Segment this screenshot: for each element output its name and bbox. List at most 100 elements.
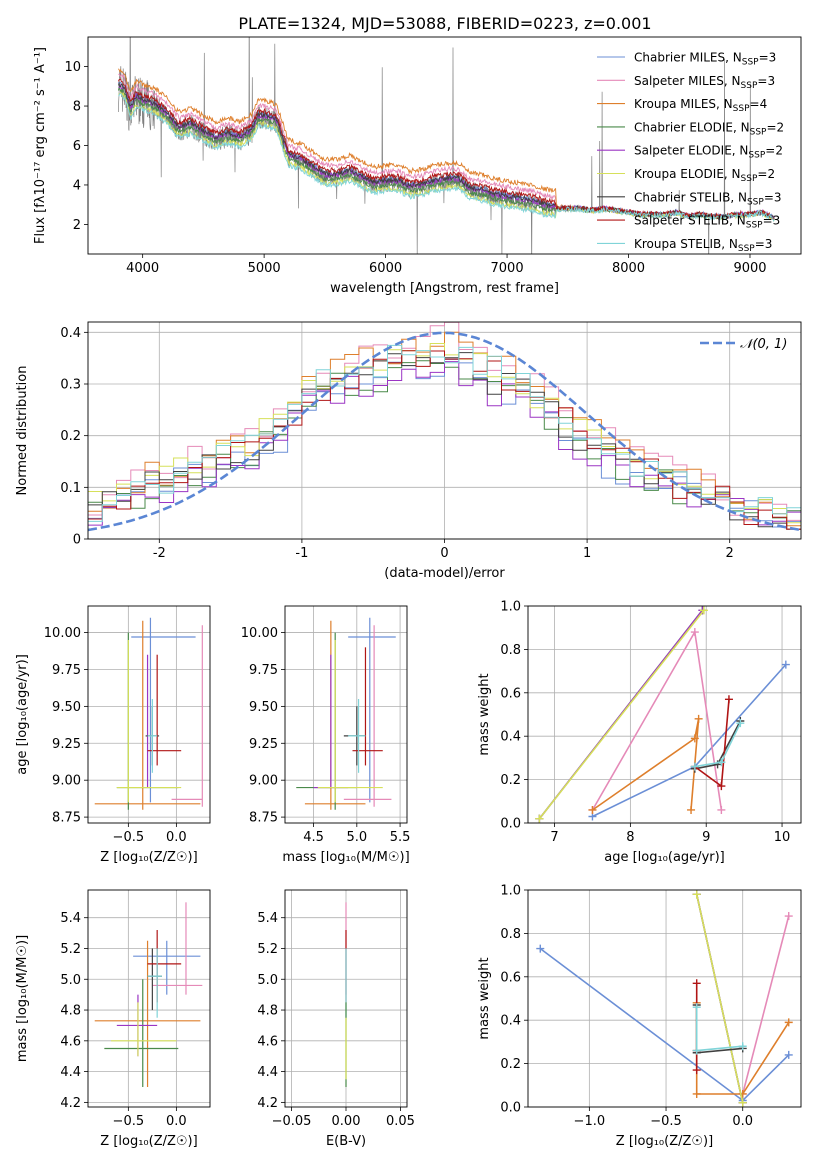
histogram-1 bbox=[88, 322, 801, 522]
grid bbox=[528, 889, 801, 1108]
grid bbox=[88, 606, 210, 823]
y-tick-label: 4.4 bbox=[257, 1065, 278, 1080]
y-tick-label: 9.50 bbox=[249, 700, 278, 715]
x-tick-label: 4.5 bbox=[303, 830, 324, 845]
legend-suffix: =2 bbox=[757, 167, 775, 181]
y-axis-label: mass [log₁₀(M/M☉)] bbox=[15, 935, 30, 1062]
y-tick-label: 9.75 bbox=[249, 663, 278, 678]
plot-area bbox=[94, 902, 203, 1087]
y-tick-label: 9.50 bbox=[52, 700, 81, 715]
axes-frame bbox=[527, 889, 802, 1108]
x-tick-label: 5.5 bbox=[390, 830, 411, 845]
y-tick-label: 0.8 bbox=[500, 643, 521, 658]
x-tick-label: −0.05 bbox=[272, 1114, 312, 1129]
x-tick-label: 0.0 bbox=[166, 830, 187, 845]
legend-subscript: SSP bbox=[746, 221, 763, 231]
weight-line-8 bbox=[695, 1007, 743, 1052]
panel-residual-distribution: -2 -1 0 1 2 0 0.1 0.2 0.3 0.4 (data-model)/error No… bbox=[15, 321, 802, 581]
x-axis-label: (data-model)/error bbox=[384, 566, 505, 581]
y-tick-label: 9.25 bbox=[249, 737, 278, 752]
y-tick-label: 0.2 bbox=[500, 773, 521, 788]
x-tick-label: -2 bbox=[153, 546, 166, 561]
legend-subscript: SSP bbox=[741, 174, 758, 184]
weight-marker bbox=[692, 1046, 701, 1055]
legend-suffix: =3 bbox=[759, 51, 777, 65]
x-tick-label: 0.05 bbox=[386, 1114, 415, 1129]
legend-entry: Chabrier STELIB, NSSP=3 bbox=[634, 190, 782, 207]
weight-marker bbox=[724, 695, 733, 704]
y-tick-label: 10.00 bbox=[241, 626, 278, 641]
x-tick-label: 4000 bbox=[126, 261, 159, 276]
plot-area bbox=[94, 617, 203, 810]
legend-entry: Salpeter STELIB, NSSP=3 bbox=[634, 214, 780, 231]
panel-spectrum: 4000 5000 6000 7000 8000 9000 2 4 6 8 10 wavelength… bbox=[33, 36, 802, 296]
y-tick-label: 4.6 bbox=[257, 1034, 278, 1049]
legend-suffix: =3 bbox=[764, 190, 782, 204]
x-tick-label: 9 bbox=[702, 830, 710, 845]
weight-marker bbox=[699, 606, 708, 615]
y-tick-label: 4.4 bbox=[60, 1065, 81, 1080]
weight-marker bbox=[588, 805, 597, 814]
legend-suffix: =3 bbox=[763, 214, 781, 228]
weight-marker bbox=[692, 979, 701, 988]
x-tick-label: −1.0 bbox=[574, 1114, 606, 1129]
panels: 4000 5000 6000 7000 8000 9000246810wavelength… bbox=[15, 36, 802, 1149]
legend-subscript: SSP bbox=[738, 244, 755, 254]
y-tick-label: 0.3 bbox=[60, 378, 81, 393]
x-axis-label: mass [log₁₀(M/M☉)] bbox=[282, 850, 409, 865]
plot-area bbox=[88, 322, 801, 532]
weight-marker bbox=[690, 628, 699, 637]
weight-marker bbox=[687, 805, 696, 814]
y-tick-label: 8.75 bbox=[249, 811, 278, 826]
x-tick-label: 6000 bbox=[369, 261, 402, 276]
weight-line-1 bbox=[591, 629, 723, 811]
legend-name: Kroupa ELODIE, N bbox=[634, 167, 741, 181]
x-axis-label: Z [log₁₀(Z/Z☉)] bbox=[100, 850, 197, 865]
histogram-8 bbox=[88, 344, 801, 522]
x-tick-label: 8000 bbox=[612, 261, 645, 276]
x-tick-label: 5.0 bbox=[346, 830, 367, 845]
y-axis-label: age [log₁₀(age/yr)] bbox=[15, 654, 30, 775]
panel-age-vs-Z: −0.5 0.0 8.75 9.00 9.25 9.50 9.75 10.00 Z [log₁₀… bbox=[15, 605, 211, 865]
weight-line-0 bbox=[592, 664, 787, 818]
y-tick-label: 4.8 bbox=[60, 1004, 81, 1019]
y-tick-label: 5.4 bbox=[60, 911, 81, 926]
y-tick-label: 4.6 bbox=[60, 1034, 81, 1049]
legend-name: Salpeter STELIB, N bbox=[634, 214, 746, 228]
y-tick-label: 4.2 bbox=[60, 1096, 81, 1111]
y-tick-label: 10.00 bbox=[44, 626, 81, 641]
legend-name: Chabrier MILES, N bbox=[634, 51, 742, 65]
y-tick-label: 0.6 bbox=[500, 970, 521, 985]
weight-line-0 bbox=[539, 947, 790, 1102]
weight-marker bbox=[690, 762, 699, 771]
weight-marker bbox=[738, 1042, 747, 1051]
histogram-4 bbox=[88, 361, 801, 526]
y-axis-label: Flux [fλ10⁻¹⁷ erg cm⁻² s⁻¹ A⁻¹] bbox=[33, 47, 48, 244]
legend-name: Salpeter ELODIE, N bbox=[634, 144, 748, 158]
normal-curve bbox=[88, 331, 801, 532]
axes-frame bbox=[87, 605, 211, 824]
axes: -2 -1 0 1 2 0 0.1 0.2 0.3 0.4 (data-model)/error No… bbox=[15, 321, 802, 581]
x-tick-label: −0.5 bbox=[113, 1114, 145, 1129]
x-tick-label: 0.0 bbox=[732, 1114, 753, 1129]
plot-area bbox=[296, 617, 396, 810]
legend-suffix: =2 bbox=[765, 144, 783, 158]
y-tick-label: 2 bbox=[73, 218, 81, 233]
y-tick-label: 0.4 bbox=[500, 1014, 521, 1029]
plot-area bbox=[117, 37, 775, 254]
axes-frame bbox=[284, 605, 408, 824]
axes: −1.0 −0.5 0.0 0.0 0.2 0.4 0.6 0.8 1.0 Z [log₁₀(Z/… bbox=[477, 884, 802, 1149]
y-tick-label: 5.2 bbox=[257, 942, 278, 957]
legend-entry: Chabrier ELODIE, NSSP=2 bbox=[634, 120, 784, 137]
y-axis-label: Normed distribution bbox=[15, 366, 30, 496]
weight-line-6 bbox=[695, 1005, 743, 1054]
x-axis-label: wavelength [Angstrom, rest frame] bbox=[330, 281, 559, 296]
model-spectrum-1 bbox=[118, 73, 562, 212]
legend-subscript: SSP bbox=[750, 127, 767, 137]
axes-frame bbox=[87, 889, 211, 1108]
panel-weight-vs-Z: −1.0 −0.5 0.0 0.0 0.2 0.4 0.6 0.8 1.0 Z [log₁₀(Z/… bbox=[477, 884, 802, 1149]
y-tick-label: 0.8 bbox=[500, 927, 521, 942]
weight-marker bbox=[717, 782, 726, 791]
x-tick-label: −0.5 bbox=[650, 1114, 682, 1129]
